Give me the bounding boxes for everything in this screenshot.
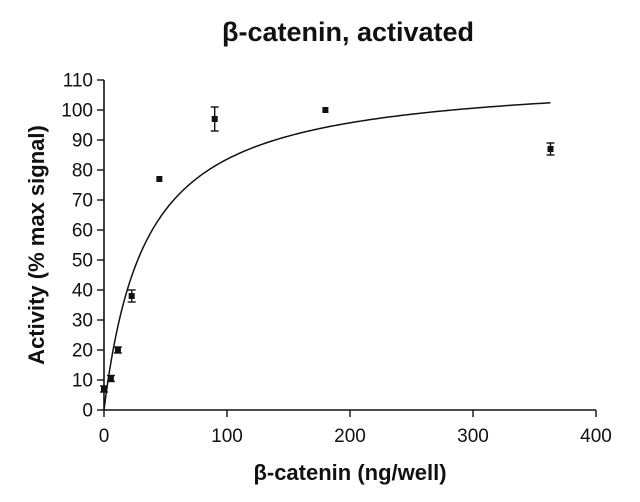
y-axis-label: Activity (% max signal) xyxy=(24,125,49,365)
y-tick-label: 110 xyxy=(63,71,93,92)
data-point xyxy=(107,375,114,382)
y-axis-ticks: 0 10 20 30 40 50 60 70 80 90 100 110 xyxy=(61,71,104,422)
y-tick-label: 30 xyxy=(72,311,93,332)
data-point xyxy=(128,293,135,299)
data-point xyxy=(322,107,329,113)
data-point xyxy=(114,347,121,353)
x-axis-label: β-catenin (ng/well) xyxy=(253,460,446,485)
y-tick-label: 80 xyxy=(72,161,93,182)
data-point xyxy=(156,176,163,182)
data-point xyxy=(547,146,554,152)
y-tick-label: 20 xyxy=(72,341,93,362)
x-tick-label: 300 xyxy=(457,426,489,447)
x-tick-label: 400 xyxy=(580,426,612,447)
chart-title: β-catenin, activated xyxy=(222,17,474,47)
y-tick-label: 90 xyxy=(72,131,93,152)
y-tick-label: 50 xyxy=(72,251,93,272)
y-tick-label: 70 xyxy=(72,191,93,212)
data-points xyxy=(100,106,555,393)
y-tick-label: 60 xyxy=(72,221,93,242)
data-point xyxy=(211,116,218,122)
x-tick-label: 0 xyxy=(99,426,110,447)
data-point xyxy=(101,386,107,392)
y-tick-label: 10 xyxy=(72,371,93,392)
y-tick-label: 100 xyxy=(61,101,93,122)
x-tick-label: 100 xyxy=(211,426,243,447)
fit-curve xyxy=(103,102,551,411)
y-tick-label: 0 xyxy=(82,401,93,422)
x-axis-ticks: 0 100 200 300 400 xyxy=(99,410,612,447)
x-tick-label: 200 xyxy=(334,426,366,447)
y-tick-label: 40 xyxy=(72,281,93,302)
